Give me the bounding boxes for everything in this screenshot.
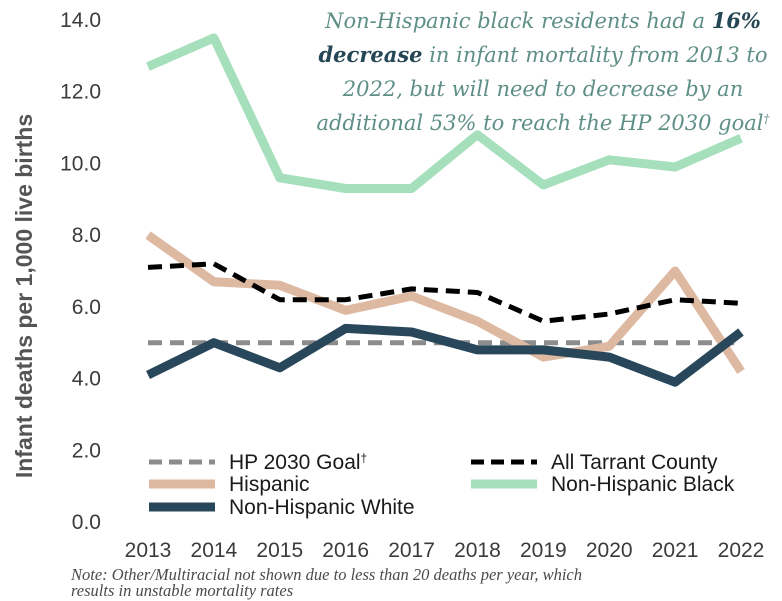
- y-tick-label: 14.0: [60, 9, 101, 32]
- y-tick-label: 6.0: [72, 296, 101, 319]
- annotation-emphasis: 16%: [712, 8, 761, 33]
- y-tick-label: 8.0: [72, 224, 101, 247]
- x-tick-label: 2014: [191, 539, 238, 562]
- y-axis-title-group: Infant deaths per 1,000 live births: [11, 114, 37, 478]
- x-tick-label: 2017: [388, 539, 435, 562]
- annotation-text: 2022, but will need to decrease by an: [342, 77, 743, 101]
- footnote-line: results in unstable mortality rates: [71, 581, 293, 600]
- annotation-line: Non-Hispanic black residents had a 16%: [324, 8, 761, 33]
- x-tick-label: 2013: [125, 539, 172, 562]
- annotation-callout: Non-Hispanic black residents had a 16% de…: [316, 8, 770, 135]
- legend-label-text: Non-Hispanic White: [229, 496, 415, 519]
- y-tick-label: 2.0: [72, 439, 101, 462]
- footnote-line: Note: Other/Multiracial not shown due to…: [70, 565, 582, 584]
- footnote: Note: Other/Multiracial not shown due to…: [70, 565, 582, 600]
- x-tick-label: 2019: [520, 539, 567, 562]
- y-tick-label: 10.0: [60, 152, 101, 175]
- legend-label-text: Hispanic: [229, 473, 310, 496]
- series-line-non-hispanic-black: [146, 33, 743, 193]
- annotation-text: additional 53% to reach the HP 2030 goal: [316, 111, 763, 135]
- annotation-line: decrease in infant mortality from 2013 t…: [318, 42, 767, 67]
- legend-label-non-hispanic-white: Non-Hispanic White: [229, 496, 415, 519]
- series-line-all-tarrant-county: [147, 261, 742, 324]
- x-tick-label: 2022: [718, 539, 765, 562]
- annotation-emphasis: decrease: [318, 42, 422, 67]
- annotation-line: additional 53% to reach the HP 2030 goal…: [316, 111, 770, 135]
- annotation-line: 2022, but will need to decrease by an: [342, 77, 743, 101]
- legend-label-hispanic: Hispanic: [229, 473, 310, 496]
- legend-label-text: HP 2030 Goal: [229, 451, 361, 474]
- legend-label-all-tarrant-county: All Tarrant County: [551, 451, 718, 474]
- y-tick-label: 4.0: [72, 368, 101, 391]
- annotation-text: †: [764, 112, 771, 126]
- legend-label-text: All Tarrant County: [551, 451, 718, 474]
- legend-label-superscript: †: [361, 451, 368, 465]
- y-tick-label: 12.0: [60, 81, 101, 104]
- y-tick-labels: 0.0 2.0 4.0 6.0 8.0 10.0 12.0 14.0: [60, 9, 101, 534]
- legend-label-non-hispanic-black: Non-Hispanic Black: [551, 473, 735, 496]
- x-tick-label: 2021: [652, 539, 699, 562]
- x-tick-label: 2020: [586, 539, 633, 562]
- y-axis-title: Infant deaths per 1,000 live births: [11, 114, 37, 478]
- series-lines: [145, 33, 745, 387]
- legend-label-hp-2030-goal: HP 2030 Goal†: [229, 451, 367, 474]
- x-tick-labels: 2013 2014 2015 2016 2017 2018 2019 2020 2021 2022: [125, 539, 765, 562]
- annotation-text: Non-Hispanic black residents had a: [324, 9, 712, 33]
- x-tick-label: 2018: [454, 539, 501, 562]
- y-tick-label: 0.0: [72, 511, 101, 534]
- legend-label-text: Non-Hispanic Black: [551, 473, 735, 496]
- series-line-non-hispanic-white: [146, 323, 744, 387]
- x-tick-label: 2015: [256, 539, 303, 562]
- annotation-text: in infant mortality from 2013 to: [423, 43, 768, 67]
- x-tick-label: 2016: [322, 539, 369, 562]
